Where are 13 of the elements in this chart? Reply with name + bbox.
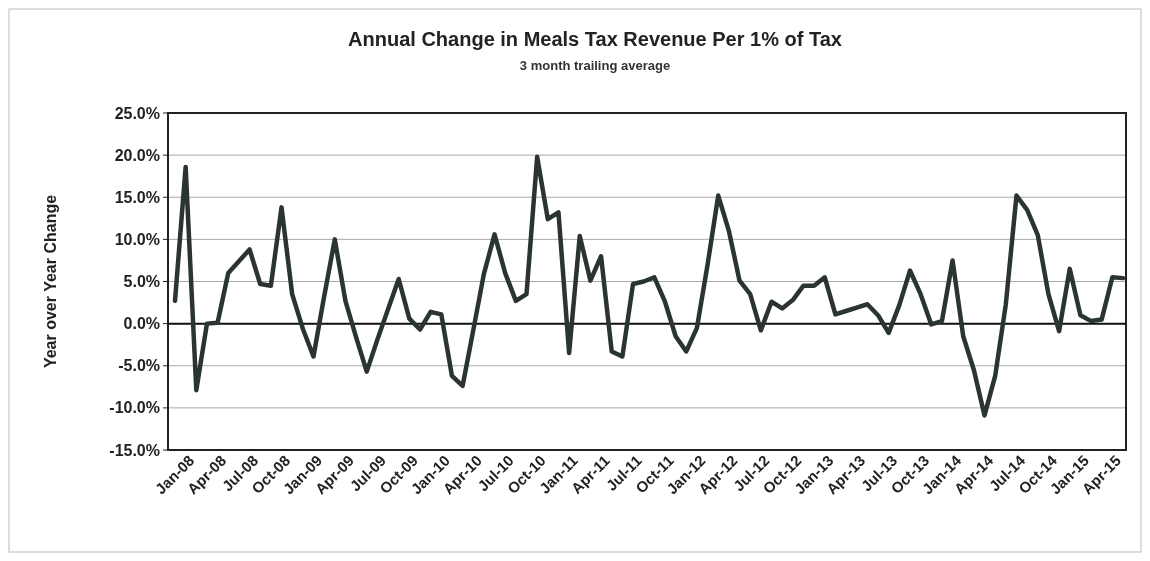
- y-axis-title: Year over Year Change: [42, 194, 59, 369]
- y-tick-label: 0.0%: [123, 315, 160, 333]
- y-tick-label: 15.0%: [114, 188, 160, 206]
- line-series: [172, 154, 1126, 418]
- chart-title: Annual Change in Meals Tax Revenue Per 1% of Tax: [348, 28, 842, 50]
- y-tick-label: -15.0%: [109, 441, 160, 459]
- y-tick-label: 20.0%: [114, 146, 160, 164]
- y-tick-label: -5.0%: [118, 357, 160, 375]
- y-tick-label: 10.0%: [114, 230, 160, 248]
- y-tick-label: 25.0%: [114, 104, 160, 122]
- y-tick-label: 5.0%: [123, 273, 160, 291]
- y-tick-label: -10.0%: [109, 399, 160, 417]
- chart-subtitle: 3 month trailing average: [519, 58, 671, 73]
